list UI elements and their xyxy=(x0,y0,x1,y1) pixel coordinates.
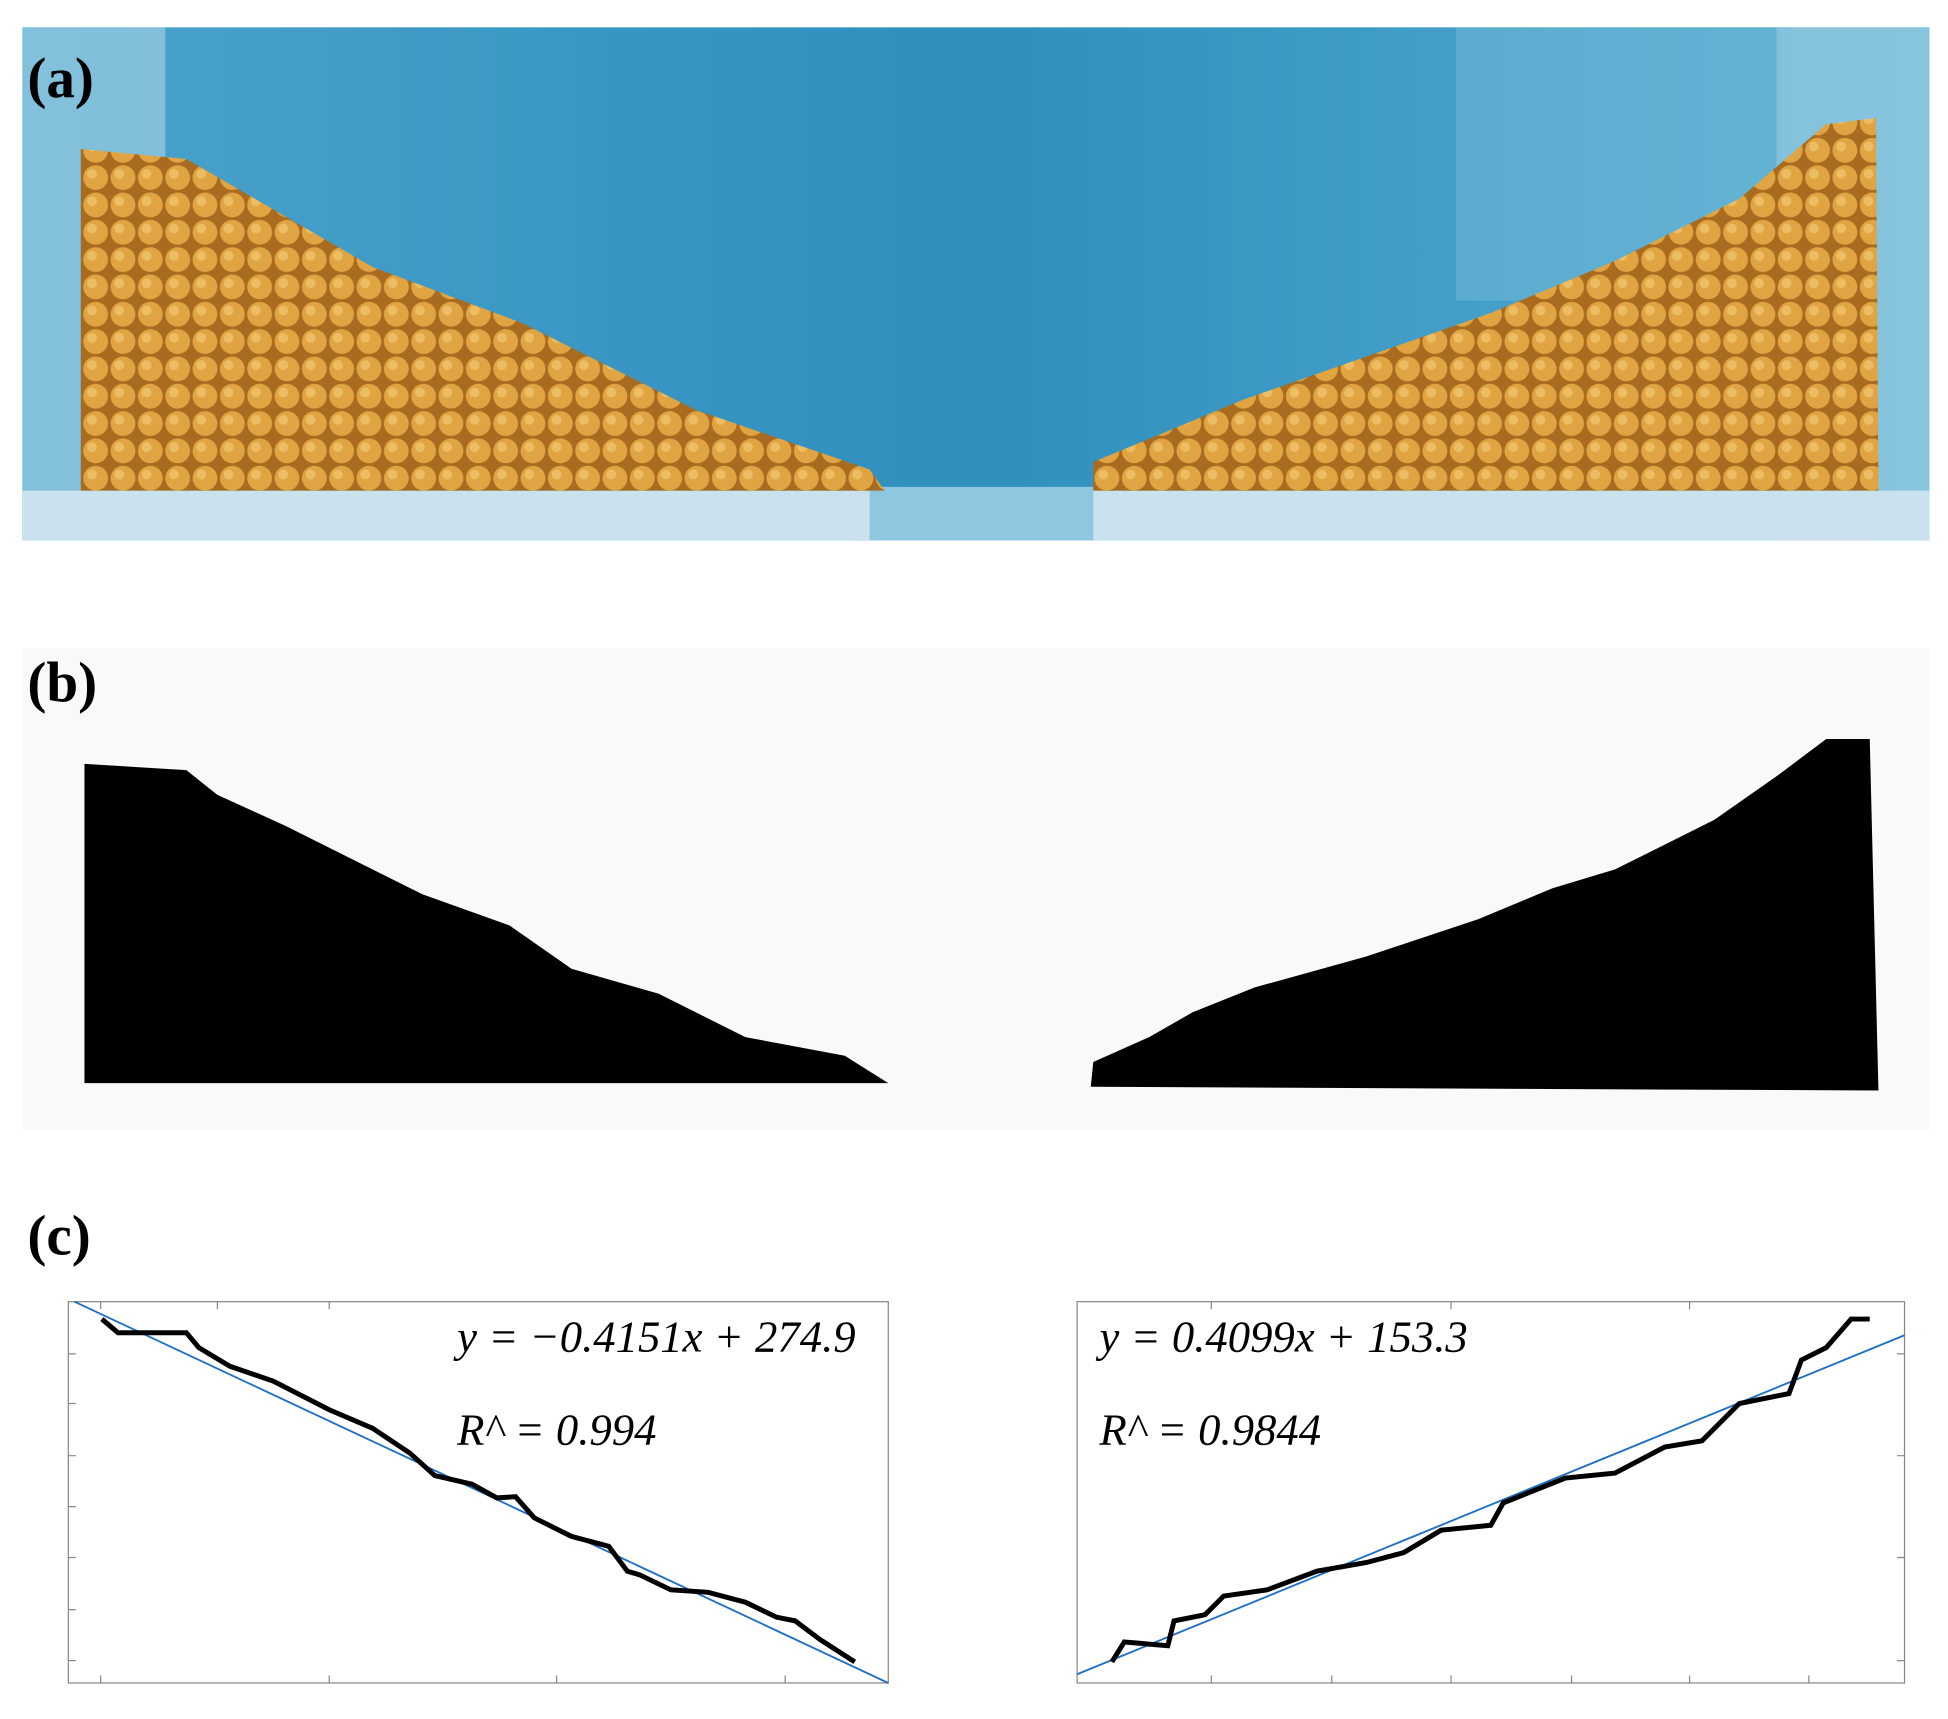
tick-marks xyxy=(68,1301,786,1683)
fit-line xyxy=(74,1300,889,1684)
right-silhouette xyxy=(1090,739,1879,1091)
left-plot xyxy=(67,1300,889,1684)
fit-equation: y = −0.4151x + 274.9 xyxy=(453,1311,855,1361)
panel-label: (b) xyxy=(27,652,97,715)
panel-label: (a) xyxy=(27,47,94,110)
outlet xyxy=(869,486,1094,541)
fit-r-squared: R^ = 0.994 xyxy=(456,1405,656,1455)
panel-label: (c) xyxy=(27,1204,90,1267)
left-pile xyxy=(80,149,885,491)
fit-equation: y = 0.4099x + 153.3 xyxy=(1095,1311,1467,1361)
right-plot xyxy=(1076,1301,1906,1684)
fit-r-squared: R^ = 0.9844 xyxy=(1098,1405,1321,1455)
fit-line xyxy=(1076,1334,1905,1676)
tick-marks xyxy=(1210,1301,1905,1683)
plot-frame xyxy=(1076,1301,1906,1684)
panel-a: (a) xyxy=(22,27,1930,541)
left-silhouette xyxy=(84,763,889,1084)
right-pile xyxy=(1093,117,1879,491)
profile-curve xyxy=(1109,1316,1870,1664)
profile-curve xyxy=(100,1317,857,1664)
panel-c: (c) y = −0.4151x + 274.9 R^ = 0.994 y = … xyxy=(27,1204,1906,1684)
panel-b: (b) xyxy=(22,648,1930,1130)
plot-frame xyxy=(67,1301,889,1684)
